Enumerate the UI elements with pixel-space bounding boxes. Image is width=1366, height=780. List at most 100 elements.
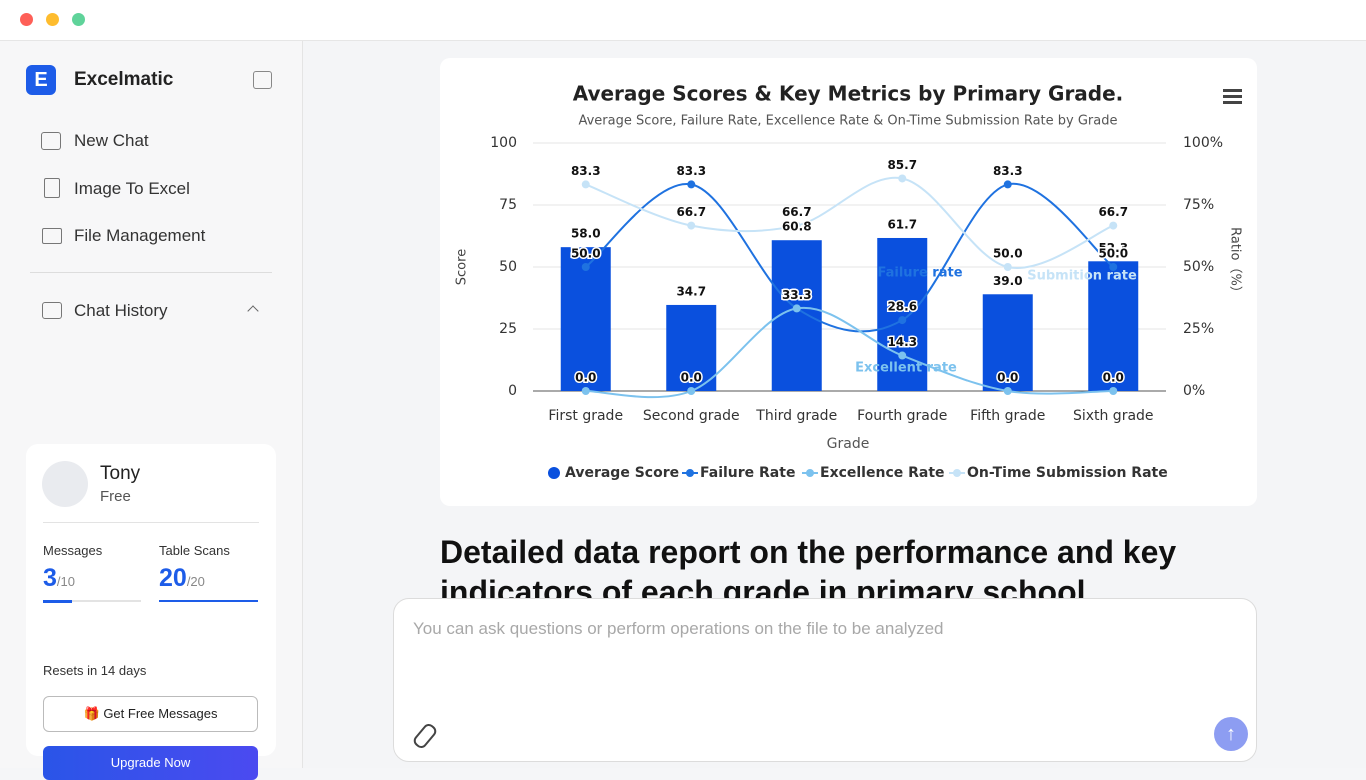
bar (560, 247, 611, 391)
data-label: 83.3 (571, 164, 601, 178)
point (1109, 263, 1118, 271)
chart-card: Average Scores & Key Metrics by Primary … (440, 58, 1257, 506)
logo: E (26, 65, 56, 95)
y2-tick-label: 25% (1183, 321, 1214, 337)
collapse-button[interactable] (253, 71, 272, 89)
point (581, 263, 590, 271)
data-label: 85.7 (887, 158, 917, 172)
data-label: 34.7 (676, 284, 706, 298)
limit: /20 (186, 574, 205, 589)
bar (1088, 261, 1139, 391)
line (585, 176, 1114, 269)
data-label: 0.0 (997, 371, 1018, 385)
progress-bar (159, 600, 258, 602)
x-axis-label: Grade (827, 436, 870, 452)
legend-item[interactable]: Excellence Rate (802, 465, 945, 481)
nav-item[interactable]: Chat History (74, 301, 168, 320)
y-axis-label: Score (455, 249, 470, 285)
brand: Excelmatic (74, 69, 174, 90)
upgrade-button[interactable]: Upgrade Now (43, 746, 258, 780)
sidebar: E Excelmatic New Chat Image To Excel Fil… (0, 41, 303, 780)
data-label: 50.0 (1098, 247, 1128, 261)
x-tick-label: First grade (548, 408, 623, 424)
bar (982, 294, 1033, 391)
expand-icon[interactable] (247, 305, 259, 317)
data-label: 33.3 (782, 288, 812, 302)
reset-note: Resets in 14 days (43, 663, 147, 678)
y-tick-label: 25 (499, 321, 517, 337)
legend-item[interactable]: Failure Rate (682, 465, 795, 481)
point (792, 304, 801, 313)
title-bar (0, 0, 1366, 41)
menu-icon[interactable] (1223, 89, 1242, 104)
plan: Free (100, 488, 131, 505)
data-label: 0.0 (575, 371, 596, 385)
data-label: 66.7 (676, 205, 706, 219)
data-label: 60.8 (782, 220, 812, 234)
progress-track (159, 600, 258, 602)
legend-marker (686, 469, 694, 477)
legend-label: On-Time Submission Rate (967, 465, 1168, 481)
nav-item[interactable]: Image To Excel (74, 179, 190, 198)
legend-item[interactable]: On-Time Submission Rate (949, 465, 1168, 481)
y2-axis-label: Ratio（%） (1228, 227, 1243, 299)
chart-subtitle: Average Score, Failure Rate, Excellence … (578, 114, 1117, 129)
send-button[interactable]: ↑ (1214, 717, 1248, 751)
y2-tick-label: 0% (1183, 383, 1205, 399)
user-name: Tony (100, 463, 141, 484)
data-label: 83.3 (993, 164, 1023, 178)
attach-button[interactable] (411, 721, 439, 751)
divider (43, 522, 259, 523)
point (898, 316, 907, 325)
y-tick-label: 50 (499, 259, 517, 275)
y2-tick-label: 50% (1183, 259, 1214, 275)
close-button[interactable] (20, 13, 33, 26)
y2-tick-label: 100% (1183, 135, 1223, 151)
data-label: 39.0 (993, 274, 1023, 288)
y-tick-label: 0 (508, 383, 517, 399)
legend-marker (953, 469, 961, 477)
point (1003, 387, 1012, 395)
data-label: 61.7 (887, 217, 917, 231)
icon (41, 132, 61, 150)
data-label: 33.3 (782, 288, 812, 302)
x-tick-label: Fourth grade (857, 408, 947, 424)
point (687, 180, 696, 189)
point (581, 387, 590, 395)
y-tick-label: 100 (490, 135, 517, 151)
y-tick-label: 75 (499, 197, 517, 213)
data-label: 52.3 (1098, 241, 1128, 255)
account-card: Tony Free Messages 3/10 Table Scans 20/2… (26, 444, 276, 780)
maximize-button[interactable] (72, 13, 85, 26)
data-label: 66.7 (1098, 205, 1128, 219)
bar (666, 304, 717, 391)
point (581, 180, 590, 189)
point (687, 387, 696, 395)
x-tick-label: Second grade (643, 408, 740, 424)
nav-item[interactable]: File Management (74, 226, 206, 245)
annotation: Excellent rate (855, 361, 957, 376)
data-label: 14.3 (887, 335, 917, 349)
point (1003, 180, 1012, 189)
data-label: 50.0 (993, 247, 1023, 261)
chart-title: Average Scores & Key Metrics by Primary … (573, 82, 1124, 106)
nav-item[interactable]: New Chat (74, 131, 149, 150)
line (585, 182, 1114, 333)
minimize-button[interactable] (46, 13, 59, 26)
legend-marker (548, 467, 560, 479)
legend-label: Average Score (565, 465, 679, 481)
legend-item[interactable]: Average Score (548, 465, 679, 481)
legend-marker (806, 469, 814, 477)
data-label: 58.0 (571, 227, 601, 241)
label: Table Scans (159, 543, 230, 558)
label: Messages (43, 543, 103, 558)
usage: 3 (43, 564, 57, 592)
free-messages-button[interactable]: 🎁 Get Free Messages (43, 696, 258, 732)
annotation: Submition rate (1027, 269, 1137, 284)
legend-label: Excellence Rate (820, 465, 945, 481)
data-label: 28.6 (887, 300, 917, 314)
avatar (42, 461, 88, 507)
icon (42, 228, 62, 244)
composer[interactable]: You can ask questions or perform operati… (393, 598, 1257, 762)
input-placeholder[interactable]: You can ask questions or perform operati… (413, 619, 944, 638)
